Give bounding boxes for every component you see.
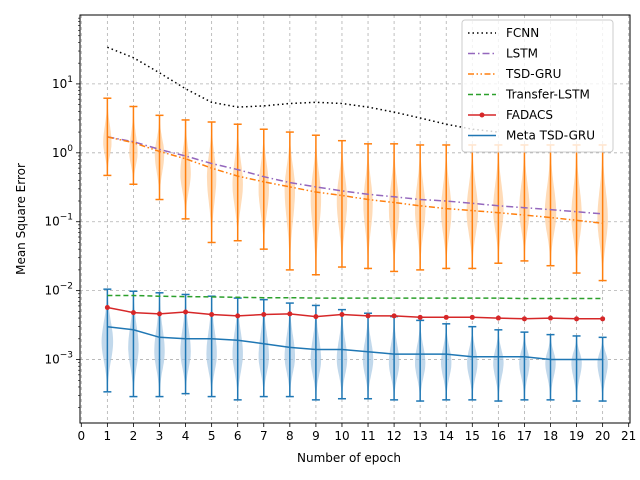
series-point: [391, 313, 397, 319]
series-point: [209, 312, 215, 318]
series-point: [157, 311, 163, 317]
series-meta-tsd-gru: [107, 325, 603, 361]
violin-group-meta-tsd-gru: [101, 288, 608, 402]
y-axis-label: Mean Square Error: [14, 163, 28, 275]
series-point: [600, 316, 606, 322]
plot-frame: [79, 14, 631, 424]
x-tick-label: 13: [413, 429, 428, 443]
legend-label: TSD-GRU: [505, 67, 561, 81]
series-point: [261, 312, 267, 318]
x-tick-label: 9: [312, 429, 320, 443]
legend-label: FCNN: [506, 26, 539, 40]
series-point: [574, 316, 580, 322]
series-line: [107, 325, 603, 361]
x-tick-label: 8: [286, 429, 294, 443]
x-tick-label: 5: [208, 429, 216, 443]
x-tick-label: 4: [182, 429, 190, 443]
series-point: [521, 316, 527, 322]
series-point: [443, 314, 449, 320]
series-fcnn: [107, 46, 499, 133]
x-tick-label: 10: [334, 429, 349, 443]
x-tick-label: 21: [621, 429, 636, 443]
series-point: [339, 312, 345, 318]
series-line: [107, 306, 603, 320]
x-tick-label: 17: [517, 429, 532, 443]
x-tick-label: 7: [260, 429, 268, 443]
x-tick-label: 20: [595, 429, 610, 443]
x-tick-label: 3: [156, 429, 164, 443]
x-tick-label: 14: [439, 429, 454, 443]
series-line: [107, 46, 499, 133]
legend-box: [461, 19, 614, 153]
series-point: [365, 313, 371, 319]
legend: FCNN LSTM TSD-GRU Transfer-LSTM FADACS Meta T…: [461, 19, 614, 153]
series-point: [313, 314, 319, 320]
x-tick-label: 19: [569, 429, 584, 443]
series-line: [107, 136, 603, 225]
x-tick-label: 18: [543, 429, 558, 443]
x-tick-label: 1: [104, 429, 112, 443]
series-fadacs: [104, 304, 606, 322]
series-lines: [104, 46, 606, 361]
x-tick-label: 6: [234, 429, 242, 443]
series-line: [107, 294, 603, 300]
legend-label: LSTM: [506, 47, 538, 61]
series-point: [104, 304, 110, 310]
x-axis-label: Number of epoch: [297, 451, 401, 465]
legend-label: FADACS: [506, 108, 553, 122]
series-point: [235, 313, 241, 319]
series-point: [130, 310, 136, 316]
series-point: [469, 314, 475, 320]
legend-label: Meta TSD-GRU: [506, 129, 595, 143]
series-point: [547, 315, 553, 321]
legend-label: Transfer-LSTM: [505, 88, 590, 102]
x-tick-label: 12: [386, 429, 401, 443]
x-tick-label: 11: [360, 429, 375, 443]
violins: [101, 97, 608, 402]
x-tick-label: 16: [491, 429, 506, 443]
violin-group-tsd-gru: [103, 97, 608, 282]
series-point: [417, 314, 423, 320]
series-point: [287, 311, 293, 317]
x-tick-label: 0: [77, 429, 85, 443]
series-point: [183, 309, 189, 315]
x-axis-ticks: 0 1 2 3 4 5 6 7 8 9 10 11 12 13 14 15 16 17 18 19 20 21: [77, 423, 636, 443]
legend-marker: [479, 112, 485, 118]
x-tick-label: 15: [465, 429, 480, 443]
x-tick-label: 2: [130, 429, 138, 443]
series-tsd-gru: [107, 136, 603, 225]
series-point: [495, 315, 501, 321]
series-transfer-lstm: [107, 294, 603, 300]
